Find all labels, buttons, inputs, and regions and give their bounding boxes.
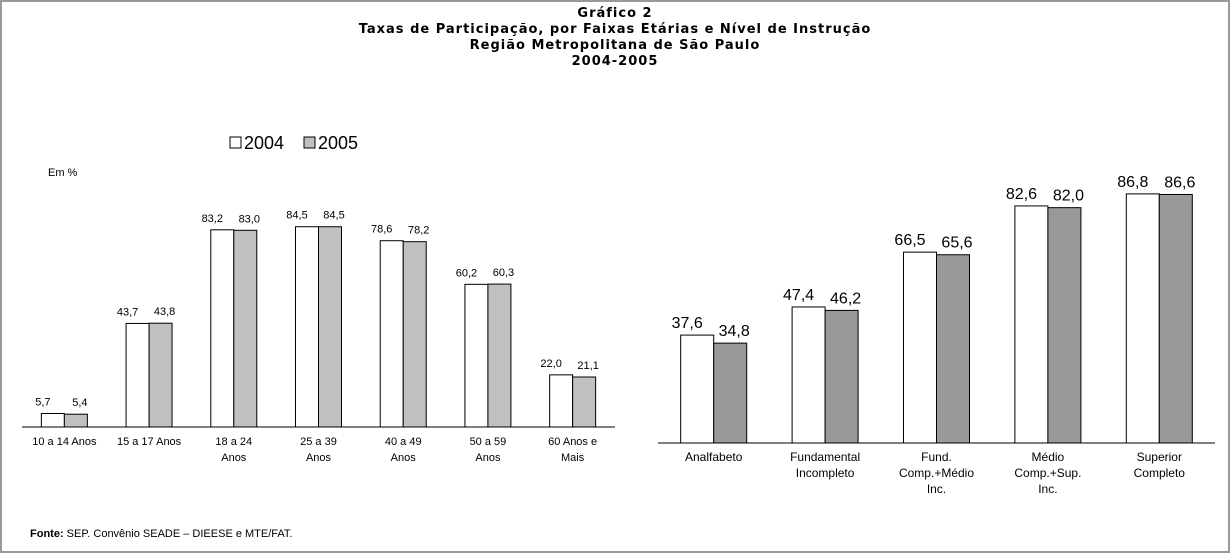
bar [233,229,258,428]
bar [379,240,404,428]
data-label: 5,4 [72,397,87,409]
bar [40,412,65,428]
data-label: 43,7 [117,306,138,318]
bar [572,376,597,428]
bar [63,413,88,428]
x-tick-label: 18 a 24 Anos [215,436,252,464]
x-tick-label: 25 a 39 Anos [300,436,337,464]
bar [936,254,970,444]
x-tick-label: Fundamental Incompleto [790,450,860,480]
data-label: 66,5 [894,232,925,249]
bar [549,374,574,428]
legend-label: 2004 [244,133,284,153]
bar [487,283,512,428]
data-label: 86,6 [1164,174,1195,191]
source-label: Fonte: [30,528,64,540]
legend-swatch [303,136,316,149]
data-label: 46,2 [830,290,861,307]
x-tick-label: 50 a 59 Anos [470,436,507,464]
data-label: 78,6 [371,224,392,236]
data-label: 34,8 [719,323,750,340]
data-label: 60,3 [493,267,514,279]
data-label: 86,8 [1117,174,1148,191]
bar [903,251,937,444]
bar [713,342,748,444]
x-tick-label: Superior Completo [1134,450,1186,480]
bar [125,322,150,428]
data-label: 83,2 [202,213,223,225]
bar [210,229,235,428]
data-label: 47,4 [783,287,814,304]
data-label: 84,5 [323,210,344,222]
x-tick-label: Analfabeto [685,450,743,464]
bar [1158,193,1193,444]
x-tick-label: 40 a 49 Anos [385,436,422,464]
bar [464,283,489,428]
x-tick-label: 60 Anos e Mais [548,436,597,464]
data-label: 43,8 [154,306,175,318]
data-label: 22,0 [540,358,561,370]
bar [148,322,173,428]
legend-swatch [229,136,242,149]
bar [791,306,826,444]
unit-label: Em % [48,167,78,179]
x-tick-label: Fund. Comp.+Médio Inc. [899,450,974,496]
data-label: 84,5 [286,210,307,222]
data-label: 78,2 [408,225,429,237]
bar [1014,205,1049,444]
bar [824,309,859,444]
bar [402,241,427,428]
bar [1125,193,1160,444]
data-label: 37,6 [672,315,703,332]
bar [1047,207,1082,444]
data-label: 83,0 [239,213,260,225]
data-label: 65,6 [941,235,972,252]
data-label: 5,7 [35,396,50,408]
title-line: Região Metropolitana de São Paulo [470,38,761,53]
source: Fonte: SEP. Convênio SEADE – DIEESE e MT… [30,528,292,540]
x-tick-label: Médio Comp.+Sup. Inc. [1014,450,1081,496]
legend-label: 2005 [318,133,358,153]
title-line: Taxas de Participação, por Faixas Etária… [359,22,872,37]
data-label: 82,6 [1006,186,1037,203]
bar [318,226,342,428]
x-tick-label: 15 a 17 Anos [117,436,182,448]
data-label: 82,0 [1053,188,1084,205]
bar [295,226,319,428]
data-label: 21,1 [577,360,598,372]
data-label: 60,2 [456,267,477,279]
source-text: SEP. Convênio SEADE – DIEESE e MTE/FAT. [67,528,293,540]
x-tick-label: 10 a 14 Anos [32,436,97,448]
bar [680,334,715,444]
title-line: 2004-2005 [572,54,659,69]
title-line: Gráfico 2 [577,6,652,21]
